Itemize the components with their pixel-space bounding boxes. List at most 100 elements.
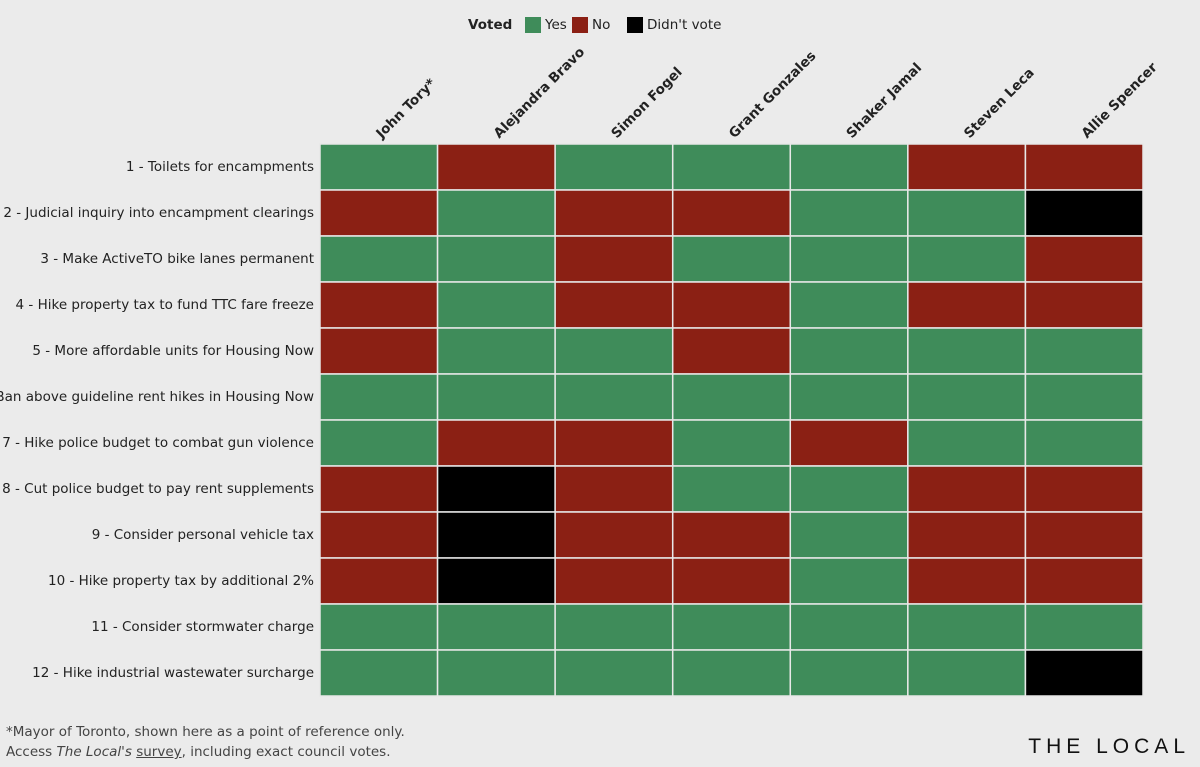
vote-cell — [554, 649, 674, 697]
vote-cell — [554, 465, 674, 513]
vote-cell — [1024, 143, 1144, 191]
vote-cell — [789, 465, 909, 513]
row-label: 1 - Toilets for encampments — [126, 159, 314, 175]
vote-cell — [436, 281, 556, 329]
row-label: 10 - Hike property tax by additional 2% — [48, 573, 314, 589]
vote-cell — [436, 235, 556, 283]
row-label: 11 - Consider stormwater charge — [91, 619, 314, 635]
row-label: 5 - More affordable units for Housing No… — [32, 343, 314, 359]
vote-cell — [907, 327, 1027, 375]
vote-cell — [907, 189, 1027, 237]
vote-cell — [671, 511, 792, 559]
vote-cell — [319, 603, 439, 651]
vote-cell — [319, 235, 439, 283]
column-label: Steven Leca — [961, 65, 1038, 142]
vote-cell — [554, 557, 674, 605]
vote-cell — [907, 465, 1027, 513]
vote-cell — [907, 557, 1027, 605]
row-label: 2 - Judicial inquiry into encampment cle… — [3, 205, 314, 221]
legend-swatch — [525, 17, 541, 33]
vote-cell — [671, 465, 792, 513]
vote-cell — [436, 327, 556, 375]
legend-label: Yes — [544, 17, 567, 33]
vote-cell — [1024, 557, 1144, 605]
vote-cell — [1024, 327, 1144, 375]
vote-cell — [789, 373, 909, 421]
vote-cell — [907, 281, 1027, 329]
legend-swatch — [572, 17, 588, 33]
vote-cell — [436, 143, 556, 191]
row-label: 3 - Make ActiveTO bike lanes permanent — [40, 251, 314, 267]
vote-cell — [671, 189, 792, 237]
column-label: Grant Gonzales — [726, 48, 820, 142]
vote-cell — [671, 143, 792, 191]
vote-cell — [554, 419, 674, 467]
row-label: 6 - Ban above guideline rent hikes in Ho… — [0, 389, 314, 405]
vote-cell — [1024, 603, 1144, 651]
column-label: John Tory* — [372, 76, 439, 143]
column-label: Shaker Jamal — [843, 60, 925, 142]
publication: The Local's — [56, 744, 132, 760]
vote-cell — [789, 603, 909, 651]
vote-cell — [554, 603, 674, 651]
legend-swatch — [627, 17, 643, 33]
vote-cell — [436, 557, 556, 605]
vote-cell — [319, 189, 439, 237]
vote-cell — [436, 419, 556, 467]
vote-cell — [319, 511, 439, 559]
vote-cell — [319, 281, 439, 329]
vote-cell — [789, 281, 909, 329]
vote-cell — [789, 235, 909, 283]
vote-cell — [436, 511, 556, 559]
source-line: Access The Local's survey, including exa… — [6, 744, 391, 760]
vote-cell — [319, 419, 439, 467]
vote-cell — [789, 327, 909, 375]
vote-cell — [789, 557, 909, 605]
survey-link[interactable]: survey — [136, 744, 182, 760]
vote-cell — [436, 373, 556, 421]
text: Access — [6, 744, 53, 760]
vote-cell — [319, 649, 439, 697]
row-label: 9 - Consider personal vehicle tax — [92, 527, 314, 543]
legend-title: Voted — [468, 17, 512, 33]
vote-cell — [907, 235, 1027, 283]
vote-cell — [554, 511, 674, 559]
vote-cell — [436, 189, 556, 237]
vote-cell — [789, 419, 909, 467]
vote-cell — [1024, 281, 1144, 329]
vote-cell — [319, 327, 439, 375]
column-label: Simon Fogel — [608, 64, 685, 141]
vote-cell — [671, 419, 792, 467]
vote-cell — [907, 511, 1027, 559]
vote-cell — [907, 419, 1027, 467]
vote-cell — [436, 465, 556, 513]
text: , including exact council votes. — [181, 744, 391, 760]
vote-cell — [1024, 373, 1144, 421]
vote-cell — [554, 189, 674, 237]
vote-cell — [554, 327, 674, 375]
vote-cell — [554, 373, 674, 421]
row-label: 8 - Cut police budget to pay rent supple… — [2, 481, 314, 497]
vote-cell — [789, 649, 909, 697]
vote-cell — [671, 557, 792, 605]
vote-cell — [554, 281, 674, 329]
vote-cell — [789, 143, 909, 191]
vote-cell — [671, 327, 792, 375]
vote-cell — [1024, 465, 1144, 513]
vote-cell — [907, 373, 1027, 421]
row-label: 7 - Hike police budget to combat gun vio… — [2, 435, 314, 451]
vote-cell — [1024, 419, 1144, 467]
vote-cell — [1024, 511, 1144, 559]
legend-label: Didn't vote — [647, 17, 721, 33]
vote-cell — [1024, 649, 1144, 697]
vote-cell — [436, 649, 556, 697]
vote-cell — [319, 373, 439, 421]
vote-cell — [554, 235, 674, 283]
vote-cell — [907, 143, 1027, 191]
vote-cell — [789, 189, 909, 237]
vote-cell — [671, 281, 792, 329]
vote-cell — [319, 143, 439, 191]
vote-cell — [671, 235, 792, 283]
